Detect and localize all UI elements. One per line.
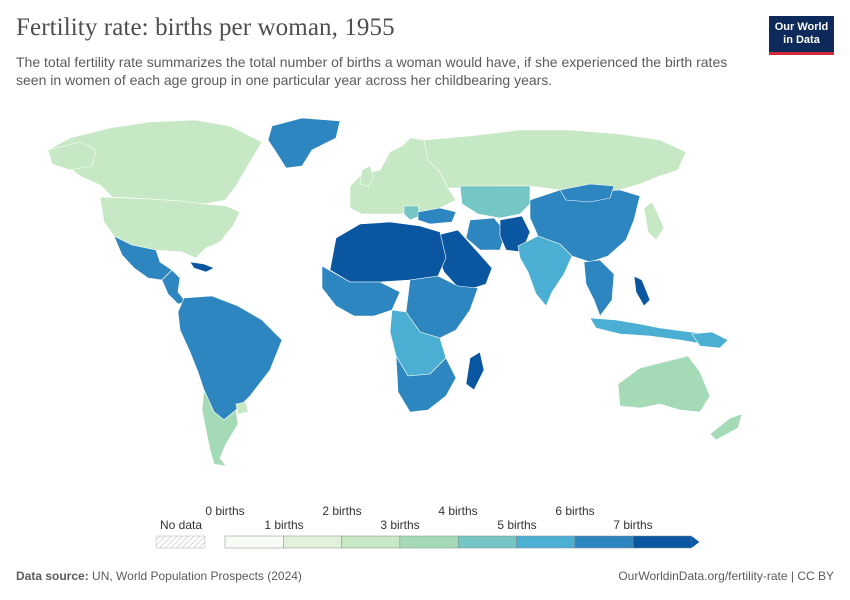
region-north-africa[interactable] — [329, 221, 447, 283]
region-southeast-asia[interactable] — [583, 259, 615, 317]
legend-bin — [399, 535, 459, 549]
legend-no-data-label: No data — [160, 518, 202, 532]
region-madagascar[interactable] — [465, 351, 485, 391]
region-philippines[interactable] — [633, 275, 651, 307]
logo-line-2: in Data — [783, 34, 820, 46]
region-southern-africa[interactable] — [395, 355, 457, 413]
chart-subtitle: The total fertility rate summarizes the … — [16, 54, 728, 88]
legend-bin — [574, 535, 634, 549]
region-papua-new-guinea[interactable] — [691, 331, 729, 349]
legend-bin — [632, 535, 692, 549]
footer-links: OurWorldinData.org/fertility-rate | CC B… — [618, 569, 834, 583]
region-korea-japan[interactable] — [643, 201, 665, 241]
data-source-label: Data source: — [16, 569, 89, 583]
region-turkey[interactable] — [417, 207, 457, 225]
region-central-asia[interactable] — [459, 185, 531, 219]
region-indonesia[interactable] — [589, 317, 713, 345]
region-argentina[interactable] — [201, 389, 239, 467]
region-south-america[interactable] — [177, 295, 283, 421]
legend-label-0-births: 0 births — [205, 504, 244, 518]
source-url-link[interactable]: OurWorldinData.org/fertility-rate — [618, 569, 788, 583]
legend-label-7-births: 7 births — [613, 518, 652, 532]
world-map[interactable] — [0, 100, 850, 500]
region-greenland[interactable] — [267, 117, 341, 169]
license-link[interactable]: CC BY — [797, 569, 834, 583]
region-balkans[interactable] — [403, 205, 421, 221]
legend-arrow — [691, 536, 700, 548]
legend-no-data-swatch — [155, 535, 206, 549]
legend-bin — [341, 535, 401, 549]
legend-label-2-births: 2 births — [322, 504, 361, 518]
legend-label-4-births: 4 births — [438, 504, 477, 518]
legend-label-3-births: 3 births — [380, 518, 419, 532]
region-uk[interactable] — [359, 165, 375, 187]
region-new-zealand[interactable] — [709, 413, 743, 441]
logo-line-1: Our World — [774, 21, 829, 33]
legend-bin — [516, 535, 576, 549]
region-uruguay[interactable] — [235, 401, 249, 415]
region-mongolia[interactable] — [559, 183, 615, 203]
region-alaska[interactable] — [47, 141, 97, 171]
region-central-america[interactable] — [161, 269, 187, 305]
legend-label-6-births: 6 births — [555, 504, 594, 518]
legend-bin — [457, 535, 517, 549]
data-source: Data source: UN, World Population Prospe… — [16, 569, 302, 583]
region-russia[interactable] — [423, 129, 687, 193]
legend-bin — [224, 535, 284, 549]
owid-logo[interactable]: Our World in Data — [769, 16, 834, 55]
legend-bins — [224, 535, 692, 549]
legend-bin — [283, 535, 342, 549]
region-australia[interactable] — [617, 355, 711, 413]
region-west-africa[interactable] — [321, 265, 401, 317]
region-canada[interactable] — [47, 119, 263, 205]
region-iran[interactable] — [465, 217, 507, 251]
color-legend[interactable]: No data 0 births 2 births 4 births 6 bir… — [0, 500, 850, 560]
region-caribbean[interactable] — [189, 261, 215, 273]
legend-label-5-births: 5 births — [497, 518, 536, 532]
data-source-text: UN, World Population Prospects (2024) — [92, 569, 302, 583]
legend-label-1-births: 1 births — [264, 518, 303, 532]
chart-title: Fertility rate: births per woman, 1955 — [16, 14, 395, 41]
footer-separator: | — [790, 569, 798, 583]
